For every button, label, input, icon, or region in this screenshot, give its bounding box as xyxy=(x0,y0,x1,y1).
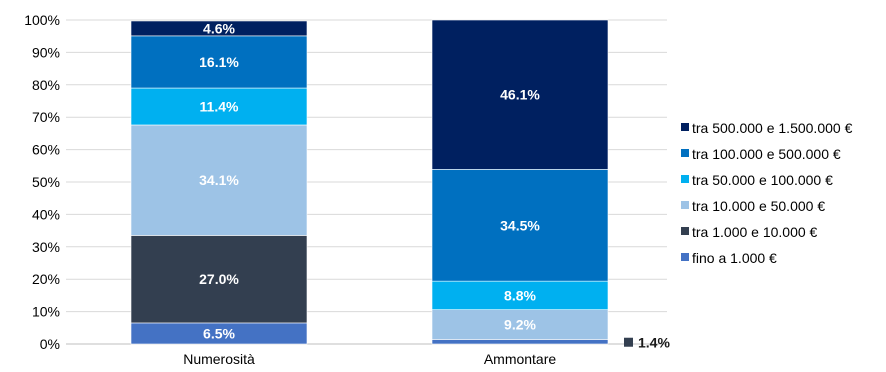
x-axis: Numerosità Ammontare xyxy=(183,351,556,367)
y-tick-label: 30% xyxy=(32,239,60,255)
legend-item-tra-100-000-e-500-000: tra 100.000 e 500.000 € xyxy=(692,146,841,162)
legend-swatch xyxy=(681,201,689,209)
legend-swatch xyxy=(681,227,689,235)
data-label: 27.0% xyxy=(199,271,239,287)
y-tick-label: 70% xyxy=(32,109,60,125)
bar-segment xyxy=(130,20,308,37)
legend-swatch xyxy=(681,123,689,131)
legend: tra 500.000 e 1.500.000 € tra 100.000 e 5… xyxy=(681,120,853,266)
legend-item-fino-a-1-000: fino a 1.000 € xyxy=(692,250,777,266)
bar-segment xyxy=(431,309,609,340)
data-label: 34.1% xyxy=(199,172,239,188)
y-tick-label: 40% xyxy=(32,206,60,222)
data-label: 46.1% xyxy=(500,87,540,103)
y-tick-label: 0% xyxy=(40,336,60,352)
legend-item-tra-1-000-e-10-000: tra 1.000 e 10.000 € xyxy=(692,224,818,240)
y-tick-label: 50% xyxy=(32,174,60,190)
legend-item-tra-500-000-e-1-500-000: tra 500.000 e 1.500.000 € xyxy=(692,120,853,136)
bar-segment xyxy=(130,35,308,89)
data-label: 11.4% xyxy=(200,99,239,115)
bar-segment xyxy=(431,339,609,345)
bar-segment xyxy=(431,19,609,170)
y-tick-label: 10% xyxy=(32,304,60,320)
bar-segment xyxy=(130,87,308,126)
legend-item-tra-10-000-e-50-000: tra 10.000 e 50.000 € xyxy=(692,198,825,214)
data-label: 1.4% xyxy=(638,335,670,351)
data-label-marker xyxy=(624,337,633,347)
y-tick-label: 90% xyxy=(32,44,60,60)
legend-swatch xyxy=(681,175,689,183)
data-label: 34.5% xyxy=(500,217,540,233)
legend-swatch xyxy=(681,149,689,157)
legend-item-tra-50-000-e-100-000: tra 50.000 e 100.000 € xyxy=(692,172,833,188)
y-tick-label: 20% xyxy=(32,271,60,287)
data-label: 8.8% xyxy=(504,287,536,303)
y-tick-label: 100% xyxy=(24,12,60,28)
legend-swatch xyxy=(681,253,689,261)
data-label: 6.5% xyxy=(203,325,235,341)
data-label: 4.6% xyxy=(203,20,235,36)
bar-segment xyxy=(431,280,609,310)
bar-segment xyxy=(130,235,308,324)
bars: 6.5% 27.0% 34.1% 11.4% 16.1% 4.6% 1.4% 9.2% 8.8%… xyxy=(130,19,670,351)
bar-segment xyxy=(130,124,308,236)
data-label: 9.2% xyxy=(504,317,536,333)
y-axis: 0% 10% 20% 30% 40% 50% 60% 70% 80% 90% 100% xyxy=(24,12,60,352)
y-tick-label: 60% xyxy=(32,142,60,158)
data-label: 16.1% xyxy=(199,54,239,70)
y-tick-label: 80% xyxy=(32,77,60,93)
category-label: Numerosità xyxy=(183,351,255,367)
category-label: Ammontare xyxy=(484,351,557,367)
